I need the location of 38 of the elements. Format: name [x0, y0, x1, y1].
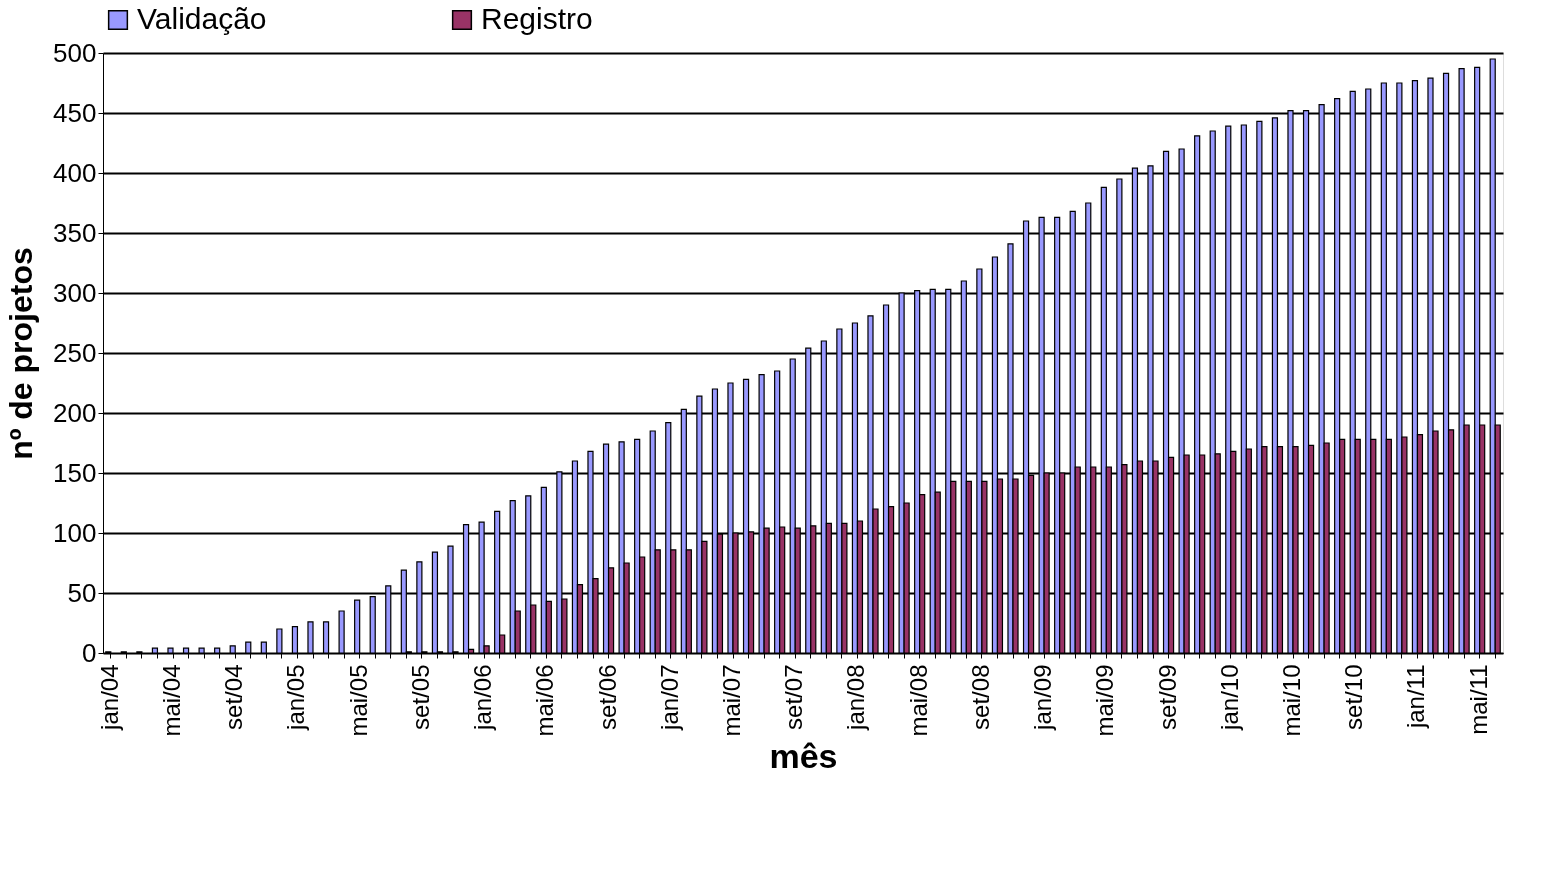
x-tick-label: mai/08 — [904, 664, 932, 737]
x-tick-label: set/04 — [220, 664, 248, 730]
y-axis-title: nº de projetos — [3, 247, 40, 460]
x-tick-label: jan/05 — [282, 664, 310, 731]
x-tick-label: set/06 — [593, 664, 621, 730]
y-tick-label: 150 — [53, 457, 97, 488]
y-tick-label: 50 — [67, 577, 97, 608]
x-tick-label: set/09 — [1153, 664, 1181, 730]
x-tick-label: set/07 — [780, 664, 808, 730]
x-tick-label: mai/11 — [1464, 664, 1492, 735]
x-tick-label: mai/05 — [344, 664, 372, 737]
x-axis-title: mês — [769, 736, 838, 775]
x-tick-label: mai/04 — [158, 664, 185, 737]
legend-label: Validação — [137, 2, 267, 35]
y-tick-label: 200 — [53, 397, 97, 428]
x-tick-label: jan/10 — [1215, 664, 1243, 731]
x-tick-label: mai/06 — [531, 664, 559, 737]
x-tick-label: jan/07 — [655, 664, 683, 731]
x-tick-label: jan/09 — [1029, 664, 1057, 731]
legend-label: Registro — [481, 2, 593, 35]
y-tick-label: 0 — [82, 637, 97, 668]
x-tick-label: set/10 — [1340, 664, 1368, 730]
x-tick-label: jan/04 — [95, 664, 123, 731]
y-tick-label: 300 — [53, 277, 97, 308]
x-tick-label: mai/07 — [718, 664, 745, 737]
x-tick-label: jan/06 — [469, 664, 497, 731]
x-tick-label: set/08 — [966, 664, 994, 730]
x-tick-label: jan/08 — [842, 664, 870, 731]
x-tick-label: jan/11 — [1402, 664, 1430, 730]
x-tick-label: mai/09 — [1091, 664, 1119, 737]
y-tick-label: 400 — [53, 157, 97, 188]
y-tick-label: 350 — [53, 217, 97, 248]
x-tick-label: mai/10 — [1278, 664, 1305, 737]
y-tick-label: 250 — [53, 337, 97, 368]
y-tick-label: 500 — [53, 37, 97, 68]
y-tick-label: 100 — [53, 517, 97, 548]
x-tick-label: set/05 — [406, 664, 434, 730]
y-tick-label: 450 — [53, 97, 97, 128]
